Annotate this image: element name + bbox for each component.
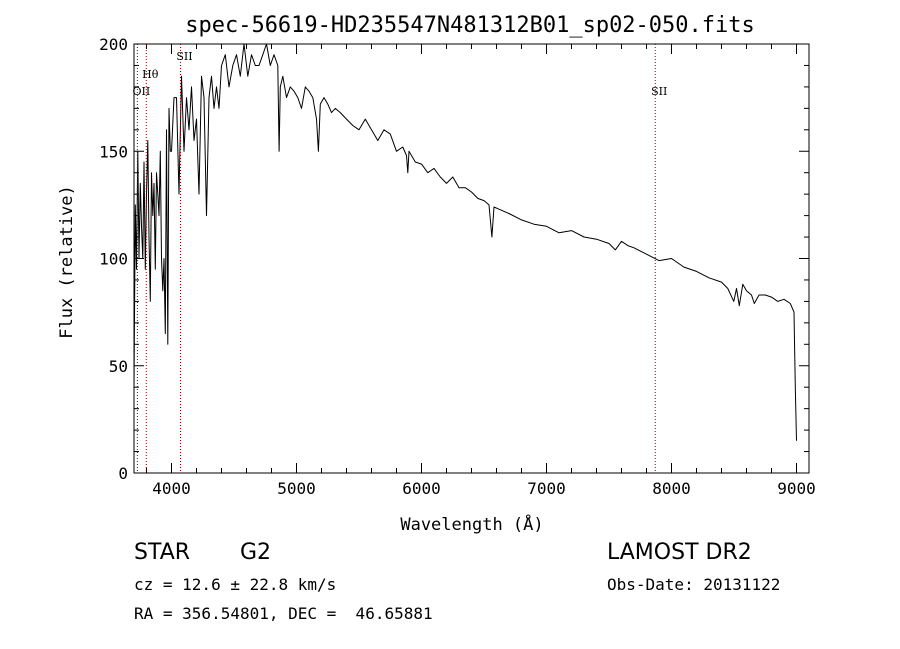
chart-title: spec-56619-HD235547N481312B01_sp02-050.f… (185, 13, 755, 38)
object-subclass: G2 (240, 540, 272, 565)
y-tick-label: 150 (99, 142, 128, 161)
x-axis-label: Wavelength (Å) (400, 513, 543, 535)
x-tick-label: 4000 (152, 479, 191, 498)
spectrum-line (133, 43, 797, 441)
x-tick-label: 6000 (402, 479, 441, 498)
observation-date: Obs-Date: 20131122 (607, 575, 781, 594)
marker-label-1: Hθ (142, 68, 159, 81)
ra-dec-coordinates: RA = 356.54801, DEC = 46.65881 (134, 604, 433, 623)
object-type: STAR (134, 540, 191, 565)
x-axis: 4000 5000 6000 7000 8000 9000 (146, 44, 816, 498)
survey-name: LAMOST DR2 (607, 540, 752, 565)
plot-frame (133, 43, 810, 474)
x-tick-label: 8000 (652, 479, 691, 498)
marker-label-2: SII (176, 50, 192, 63)
redshift-cz: cz = 12.6 ± 22.8 km/s (134, 575, 337, 594)
y-tick-label: 50 (109, 357, 128, 376)
y-tick-label: 100 (99, 250, 128, 269)
plot-area (133, 43, 810, 474)
emission-line-markers: OII Hθ SII SII (133, 44, 667, 473)
marker-label-0: OII (133, 85, 151, 98)
y-tick-label: 200 (99, 35, 128, 54)
y-axis: 0 50 100 150 200 (99, 35, 809, 483)
y-axis-label: Flux (relative) (57, 185, 77, 339)
x-tick-label: 5000 (277, 479, 316, 498)
x-tick-label: 9000 (777, 479, 816, 498)
marker-label-3: SII (651, 85, 667, 98)
y-tick-label: 0 (118, 464, 128, 483)
x-tick-label: 7000 (527, 479, 566, 498)
